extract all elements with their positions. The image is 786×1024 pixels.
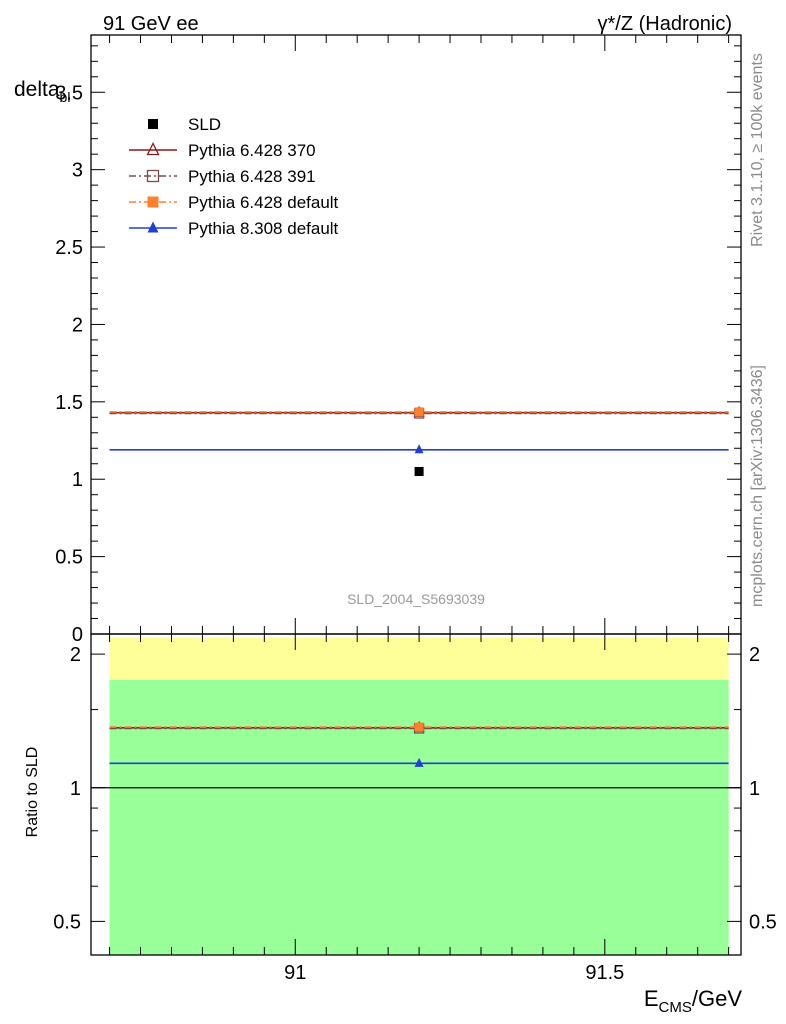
ratio-y-tick-label-right: 0.5	[749, 911, 777, 933]
header-right-label: γ*/Z (Hadronic)	[598, 13, 732, 35]
ratio-bands-layer	[109, 637, 729, 955]
x-tick-label: 91.5	[585, 962, 624, 984]
main-point-pythia-6-428-default	[414, 407, 424, 417]
legend-label-pythia-6-428-391: Pythia 6.428 391	[188, 167, 316, 186]
main-point-sld	[414, 466, 424, 476]
legend-label-pythia-8-308-default: Pythia 8.308 default	[188, 219, 339, 238]
rivet-version-label: Rivet 3.1.10, ≥ 100k events	[749, 53, 766, 247]
main-y-axis-label: deltabl	[14, 78, 70, 105]
mcplots-reference-label: mcplots.cern.ch [arXiv:1306.3436]	[749, 365, 766, 607]
legend-marker-sld	[148, 119, 158, 129]
x-tick-label: 91	[284, 962, 306, 984]
analysis-id-label: SLD_2004_S5693039	[347, 591, 485, 607]
legend-marker-pythia-8-308-default	[147, 221, 159, 233]
ratio-point-pythia-8-308-default	[414, 757, 424, 767]
legend: SLD Pythia 6.428 370 Pythia 6.428 391 Pythi…	[129, 115, 339, 238]
x-axis-label: ECMS/GeV	[644, 986, 742, 1016]
main-y-tick-label: 2	[72, 314, 83, 336]
main-y-tick-label: 0.5	[55, 547, 83, 569]
main-y-axis-label-sub: bl	[60, 89, 71, 105]
header-left-label: 91 GeV ee	[103, 13, 199, 35]
legend-marker-pythia-6-428-391	[146, 169, 160, 183]
ratio-y-tick-label: 2	[70, 644, 81, 666]
ratio-y-tick-label-right: 1	[749, 778, 760, 800]
x-axis-label-unit: /GeV	[692, 986, 742, 1011]
ratio-y-axis-label: Ratio to SLD	[24, 747, 41, 838]
legend-label-pythia-6-428-default: Pythia 6.428 default	[188, 193, 339, 212]
axes-layer: 0 0.5 1 1.5 2 2.5 3 3.5 0.5 0.5 1 1 2 2 91 91.5	[53, 34, 777, 984]
ratio-y-tick-label-right: 2	[749, 644, 760, 666]
ratio-y-tick-label: 0.5	[53, 911, 81, 933]
main-y-tick-label: 0	[72, 624, 83, 646]
main-y-tick-label: 3.5	[55, 82, 83, 104]
legend-marker-pythia-6-428-default	[147, 196, 159, 208]
main-y-axis-label-main: delta	[14, 78, 60, 101]
legend-marker-pythia-6-428-370	[146, 142, 160, 156]
legend-label-sld: SLD	[188, 115, 221, 134]
main-y-tick-label: 2.5	[55, 237, 83, 259]
ratio-point-pythia-6-428-default	[414, 722, 424, 732]
ratio-y-tick-label: 1	[70, 778, 81, 800]
x-axis-label-main: E	[644, 986, 659, 1011]
main-y-tick-label: 3	[72, 160, 83, 182]
main-y-tick-label: 1.5	[55, 392, 83, 414]
series-layer	[109, 405, 729, 767]
legend-label-pythia-6-428-370: Pythia 6.428 370	[188, 141, 316, 160]
main-point-pythia-8-308-default	[414, 444, 424, 454]
main-y-tick-label: 1	[72, 469, 83, 491]
ratio-plot-frame	[90, 633, 742, 956]
x-axis-label-sub: CMS	[659, 999, 692, 1016]
